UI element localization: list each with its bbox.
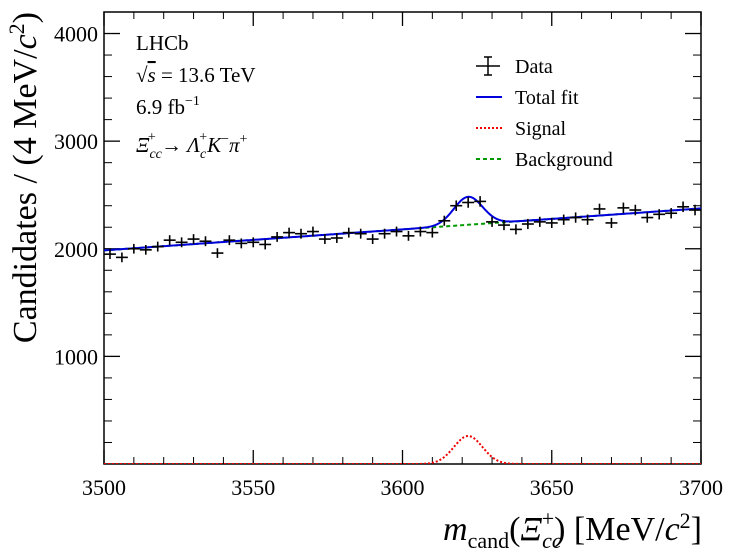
data-point bbox=[557, 214, 570, 225]
legend: Data Total fit Signal Background bbox=[476, 56, 613, 171]
data-point bbox=[199, 236, 212, 247]
data-point bbox=[115, 252, 128, 263]
data-point bbox=[235, 238, 248, 249]
data-point bbox=[390, 226, 403, 237]
data-point bbox=[414, 226, 427, 237]
svg-text:Signal: Signal bbox=[515, 118, 567, 140]
data-point bbox=[545, 217, 558, 228]
data-point bbox=[533, 216, 546, 227]
x-tick-label: 3500 bbox=[82, 475, 126, 500]
y-axis-ticks: 1000 2000 3000 4000 bbox=[54, 22, 701, 443]
decay-label: Ξcc+ → Λc+K−π+ bbox=[136, 130, 248, 162]
data-point bbox=[139, 244, 152, 255]
legend-item-total-fit: Total fit bbox=[476, 87, 579, 109]
svg-text:Background: Background bbox=[515, 149, 613, 171]
data-point bbox=[689, 204, 701, 216]
y-axis-title: Candidates / (4 MeV/c2) bbox=[4, 12, 44, 343]
data-point bbox=[318, 234, 331, 245]
data-point bbox=[509, 224, 522, 235]
data-point bbox=[438, 215, 451, 226]
svg-text:Total fit: Total fit bbox=[515, 87, 579, 109]
data-point bbox=[187, 234, 200, 245]
total-fit-curve bbox=[104, 195, 701, 252]
data-point bbox=[342, 227, 355, 238]
data-point bbox=[306, 226, 319, 237]
y-tick-label: 3000 bbox=[54, 129, 98, 154]
data-point bbox=[665, 208, 678, 219]
data-point bbox=[295, 228, 307, 239]
legend-item-background: Background bbox=[476, 149, 613, 171]
data-point bbox=[450, 200, 463, 211]
data-point bbox=[271, 231, 284, 242]
x-tick-label: 3550 bbox=[231, 475, 275, 500]
data-point bbox=[378, 228, 391, 239]
data-point bbox=[498, 220, 510, 231]
data-point bbox=[223, 235, 236, 246]
x-tick-label: 3700 bbox=[679, 475, 723, 500]
data-point bbox=[283, 227, 296, 238]
data-point bbox=[629, 204, 642, 216]
legend-item-data: Data bbox=[476, 56, 553, 78]
data-point bbox=[354, 228, 367, 239]
y-tick-label: 2000 bbox=[54, 237, 98, 262]
experiment-label: LHCb bbox=[136, 31, 189, 55]
data-point bbox=[569, 212, 582, 223]
data-point bbox=[641, 212, 654, 223]
data-point bbox=[605, 217, 618, 228]
energy-label: √s = 13.6 TeV bbox=[136, 63, 256, 87]
data-point bbox=[426, 227, 439, 238]
data-point bbox=[617, 202, 630, 214]
x-axis-ticks: 3500 3550 3600 3650 3700 bbox=[82, 12, 723, 500]
data-point bbox=[151, 241, 164, 252]
data-point bbox=[521, 218, 534, 230]
data-point bbox=[593, 203, 606, 215]
data-point bbox=[486, 216, 499, 227]
data-point bbox=[259, 239, 272, 250]
y-tick-label: 4000 bbox=[54, 22, 98, 47]
data-point bbox=[330, 233, 343, 243]
svg-text:Data: Data bbox=[515, 56, 553, 78]
y-tick-label: 1000 bbox=[54, 344, 98, 369]
data-point bbox=[175, 237, 188, 248]
x-tick-label: 3650 bbox=[530, 475, 574, 500]
data-points bbox=[104, 196, 701, 263]
x-axis-title: mcand(Ξcc+) [MeV/c2] bbox=[443, 506, 702, 553]
data-point bbox=[474, 196, 487, 207]
data-point bbox=[211, 248, 224, 258]
data-point bbox=[653, 209, 666, 220]
legend-item-signal: Signal bbox=[476, 118, 567, 140]
data-point bbox=[402, 230, 415, 241]
luminosity-label: 6.9 fb−1 bbox=[136, 94, 200, 119]
data-point bbox=[581, 214, 594, 225]
data-point bbox=[677, 201, 690, 213]
data-point bbox=[127, 243, 140, 254]
data-point bbox=[163, 235, 176, 246]
x-tick-label: 3600 bbox=[381, 475, 425, 500]
data-point bbox=[366, 234, 379, 245]
data-point bbox=[247, 237, 260, 248]
data-point bbox=[462, 197, 475, 208]
data-point bbox=[104, 249, 116, 259]
